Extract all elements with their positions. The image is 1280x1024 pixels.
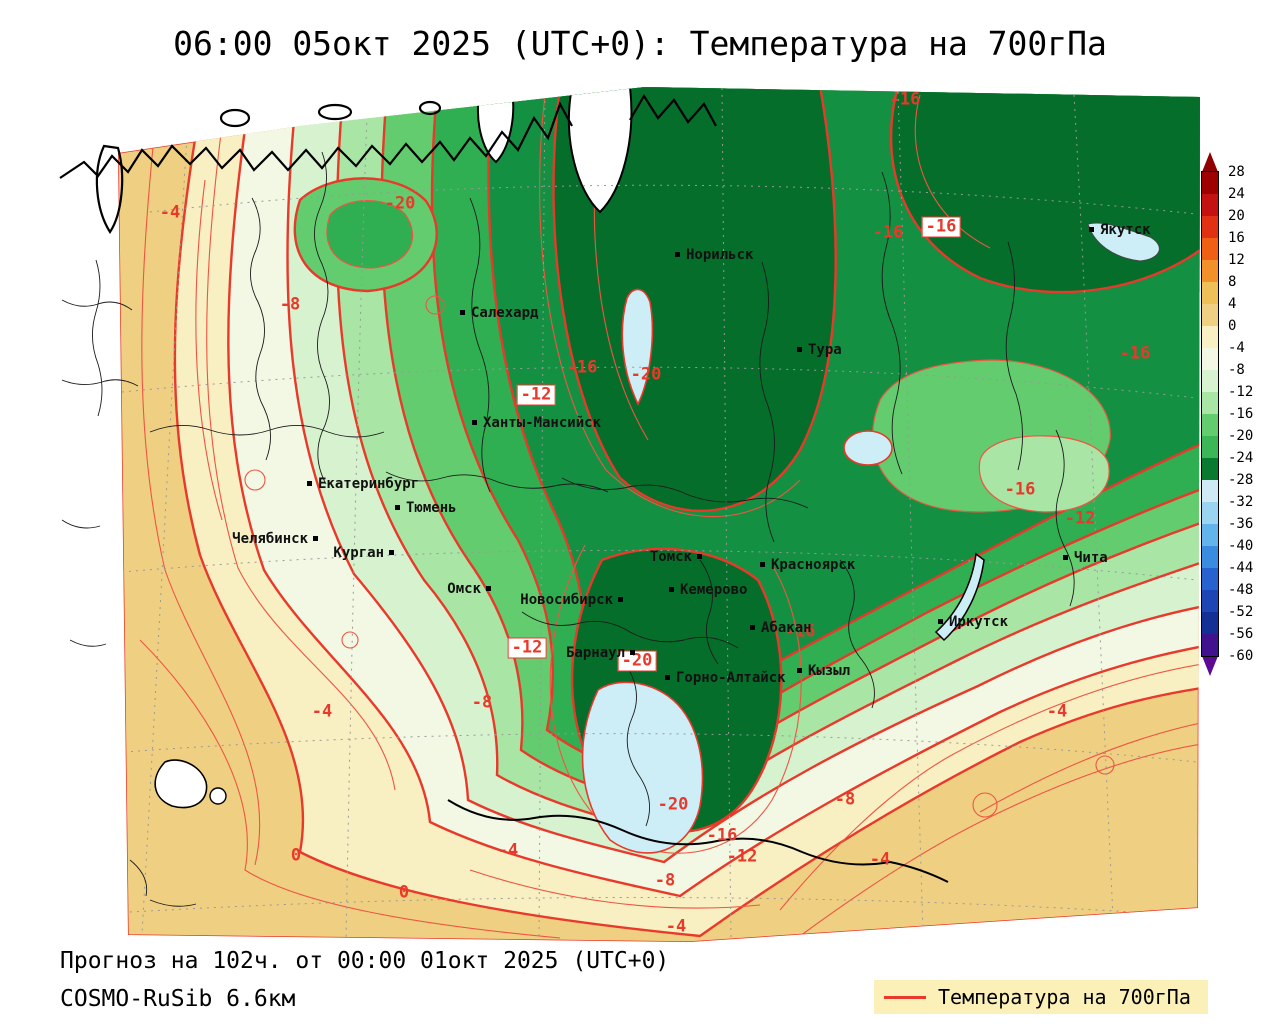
colorbar-segment xyxy=(1202,568,1218,590)
colorbar-segment xyxy=(1202,370,1218,392)
colorbar-segment xyxy=(1202,524,1218,546)
state-border-south xyxy=(447,799,949,883)
colorbar-segment xyxy=(1202,458,1218,480)
colorbar-tick: -44 xyxy=(1228,560,1254,576)
colorbar-tick: -60 xyxy=(1228,648,1254,664)
colorbar-segment xyxy=(1202,216,1218,238)
coastline xyxy=(59,93,717,235)
colorbar-segment xyxy=(1202,436,1218,458)
colorbar-segment xyxy=(1202,238,1218,260)
colorbar-segment xyxy=(1202,590,1218,612)
colorbar-tick: 0 xyxy=(1228,318,1237,334)
colorbar-tick: -8 xyxy=(1228,362,1245,378)
colorbar-tick: 16 xyxy=(1228,230,1245,246)
colorbar-segments xyxy=(1201,171,1219,657)
colorbar-segment xyxy=(1202,612,1218,634)
legend: Температура на 700гПа xyxy=(874,980,1208,1014)
colorbar-tick: -16 xyxy=(1228,406,1254,422)
colorbar-segment xyxy=(1202,480,1218,502)
colorbar-tick: 12 xyxy=(1228,252,1245,268)
colorbar-tick: 24 xyxy=(1228,186,1245,202)
margin-borders xyxy=(61,259,197,907)
colorbar-segment xyxy=(1202,172,1218,194)
colorbar-tick: 8 xyxy=(1228,274,1237,290)
colorbar-tick: -36 xyxy=(1228,516,1254,532)
colorbar-segment xyxy=(1202,194,1218,216)
colorbar-segment xyxy=(1202,326,1218,348)
colorbar-tick: -28 xyxy=(1228,472,1254,488)
colorbar-segment xyxy=(1202,304,1218,326)
colorbar-arrow-top xyxy=(1202,152,1218,172)
temperature-colorbar: 28 24 20 16 12 8 4 0 -4 -8 -12 -16 -20 -24 -28 -32 -36 -4… xyxy=(1201,152,1272,676)
colorbar-tick: -4 xyxy=(1228,340,1245,356)
admin-borders xyxy=(149,151,1075,827)
colorbar-tick: -52 xyxy=(1228,604,1254,620)
southwest-lake-small xyxy=(209,787,227,805)
colorbar-segment xyxy=(1202,260,1218,282)
lake-baikal xyxy=(934,552,985,642)
east-lightgreen-patch xyxy=(978,435,1110,513)
legend-line-sample xyxy=(884,995,926,999)
colorbar-segment xyxy=(1202,502,1218,524)
graticule xyxy=(121,87,1198,942)
colorbar-tick: -48 xyxy=(1228,582,1254,598)
colorbar-segment xyxy=(1202,392,1218,414)
model-info: COSMO-RuSib 6.6км xyxy=(60,986,296,1012)
ob-gulf xyxy=(568,87,633,214)
forecast-info: Прогноз на 102ч. от 00:00 01окт 2025 (UT… xyxy=(60,948,670,974)
colorbar-segment xyxy=(1202,634,1218,656)
colorbar-arrow-bottom xyxy=(1202,656,1218,676)
colorbar-segment xyxy=(1202,282,1218,304)
colorbar-tick: -56 xyxy=(1228,626,1254,642)
colorbar-tick: -40 xyxy=(1228,538,1254,554)
colorbar-tick: -24 xyxy=(1228,450,1254,466)
minor-contours xyxy=(139,87,1200,939)
colorbar-segment xyxy=(1202,414,1218,436)
cold-core-north xyxy=(552,87,837,513)
colorbar-segment xyxy=(1202,348,1218,370)
northwest-green-core xyxy=(326,200,414,269)
small-gulf xyxy=(476,89,515,164)
colorbar-tick: 28 xyxy=(1228,164,1245,180)
cold-pools xyxy=(581,222,1160,854)
colorbar-tick: 20 xyxy=(1228,208,1245,224)
colorbar-tick: -12 xyxy=(1228,384,1254,400)
colorbar-segment xyxy=(1202,546,1218,568)
colorbar-tick: -20 xyxy=(1228,428,1254,444)
colorbar-tick: -32 xyxy=(1228,494,1254,510)
colorbar-tick: 4 xyxy=(1228,296,1237,312)
legend-label: Температура на 700гПа xyxy=(938,985,1191,1009)
southwest-lake xyxy=(154,759,208,809)
page-title: 06:00 05окт 2025 (UTC+0): Температура на… xyxy=(173,24,1107,63)
